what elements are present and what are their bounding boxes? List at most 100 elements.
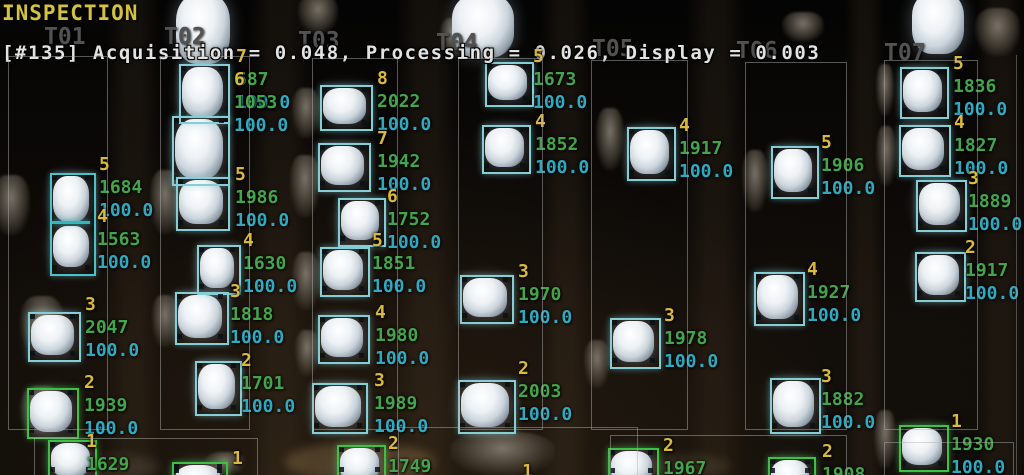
detection-box [175,292,229,345]
box-corner-tick [938,427,943,432]
box-corner-tick [756,274,761,279]
detection-id: 1684 [99,177,143,198]
detection-score: 100.0 [375,348,430,369]
detection-box [610,318,661,369]
lane-label-t02: T02 [164,24,206,50]
box-corner-tick [462,277,467,282]
detection-index: 8 [377,68,388,89]
unlit-part-blob [782,12,824,42]
detected-part-blob [461,383,509,427]
detected-part-blob [613,321,654,362]
detection-id: 1818 [230,304,274,325]
detection-label: 4 1980 100.0 [375,301,429,370]
detection-box [176,177,230,231]
detection-score: 100.0 [230,327,285,348]
detection-label: 5 1986 100.0 [235,163,289,232]
detected-part-blob [175,465,221,475]
unlit-part-blob [975,8,1020,56]
box-corner-tick [340,236,345,241]
detection-index: 1 [86,431,97,452]
unlit-part-blob [0,175,30,235]
detection-box [28,312,81,362]
lane-label-t06: T06 [736,38,778,64]
light-flare [640,455,730,475]
box-corner-tick [612,358,617,363]
box-corner-tick [520,163,525,168]
detection-label: 7 687 100.0 [236,45,290,114]
detected-part-blob [175,119,223,179]
detected-part-blob [774,149,812,192]
detection-box [915,252,966,302]
detection-score: 100.0 [243,276,298,297]
unlit-part-blob [874,410,896,468]
detected-part-blob [321,146,364,185]
detection-id: 1749 [388,456,432,475]
detection-id: 1917 [679,138,723,159]
box-corner-tick [362,120,367,125]
detection-label: 1 1930 100.0 [951,410,1005,475]
box-corner-tick [772,423,777,428]
box-corner-tick [665,129,670,134]
box-corner-tick [360,145,365,150]
box-corner-tick [773,188,778,193]
box-corner-tick [487,64,492,69]
detection-score: 100.0 [97,252,152,273]
detection-label: 3 1989 100.0 [374,369,428,438]
detection-index: 2 [84,372,95,393]
detection-index: 4 [679,115,690,136]
box-corner-tick [181,66,186,71]
conveyor-gap [686,0,745,475]
detection-box [899,125,951,177]
detection-label: 3 2047 100.0 [85,293,139,362]
box-corner-tick [938,461,943,466]
detection-index: 4 [375,302,386,323]
box-corner-tick [665,170,670,175]
detection-label: 3 1978 100.0 [664,304,718,373]
detection-label: 4 1827 100.0 [954,111,1008,180]
box-corner-tick [940,127,945,132]
detected-part-blob [773,381,814,427]
lane-label-t07: T07 [884,40,926,66]
box-corner-tick [362,87,367,92]
detection-id: 1701 [241,373,285,394]
detection-score: 100.0 [679,161,734,182]
box-corner-tick [794,274,799,279]
box-corner-tick [901,427,906,432]
box-corner-tick [322,249,327,254]
detection-label: 11629100.0 [86,430,140,475]
detection-id: 2047 [85,317,129,338]
box-corner-tick [85,265,90,270]
detection-score: 100.0 [84,418,139,439]
detection-id: 1917 [965,260,1009,281]
box-corner-tick [86,442,91,447]
detection-label: 4 1563 100.0 [97,205,151,274]
detection-id: 1752 [387,209,431,230]
detected-part-blob [323,88,366,124]
box-corner-tick [917,291,922,296]
detection-id: 687 [236,69,269,90]
box-corner-tick [30,351,35,356]
detection-score: 100.0 [965,283,1020,304]
detected-part-blob [323,250,363,290]
box-corner-tick [629,129,634,134]
detection-box [337,445,386,475]
detection-label: 5 1673 100.0 [533,45,587,114]
detection-id: 1942 [377,151,421,172]
box-corner-tick [901,127,906,132]
box-corner-tick [178,220,183,225]
detected-part-blob [463,278,507,317]
detection-label: 8 2022 100.0 [377,67,431,136]
box-corner-tick [219,66,224,71]
box-corner-tick [231,363,236,368]
detection-index: 2 [965,237,976,258]
detected-part-blob [919,183,960,225]
detected-part-blob [485,128,524,167]
detection-label: 4 1630 100.0 [243,229,297,298]
box-corner-tick [230,247,235,252]
box-corner-tick [955,254,960,259]
detection-label: 2 1701 100.0 [241,349,295,418]
detection-score: 100.0 [241,396,296,417]
box-corner-tick [648,468,653,473]
detection-label: 2 1908 [822,440,865,475]
detection-index: 4 [243,230,254,251]
